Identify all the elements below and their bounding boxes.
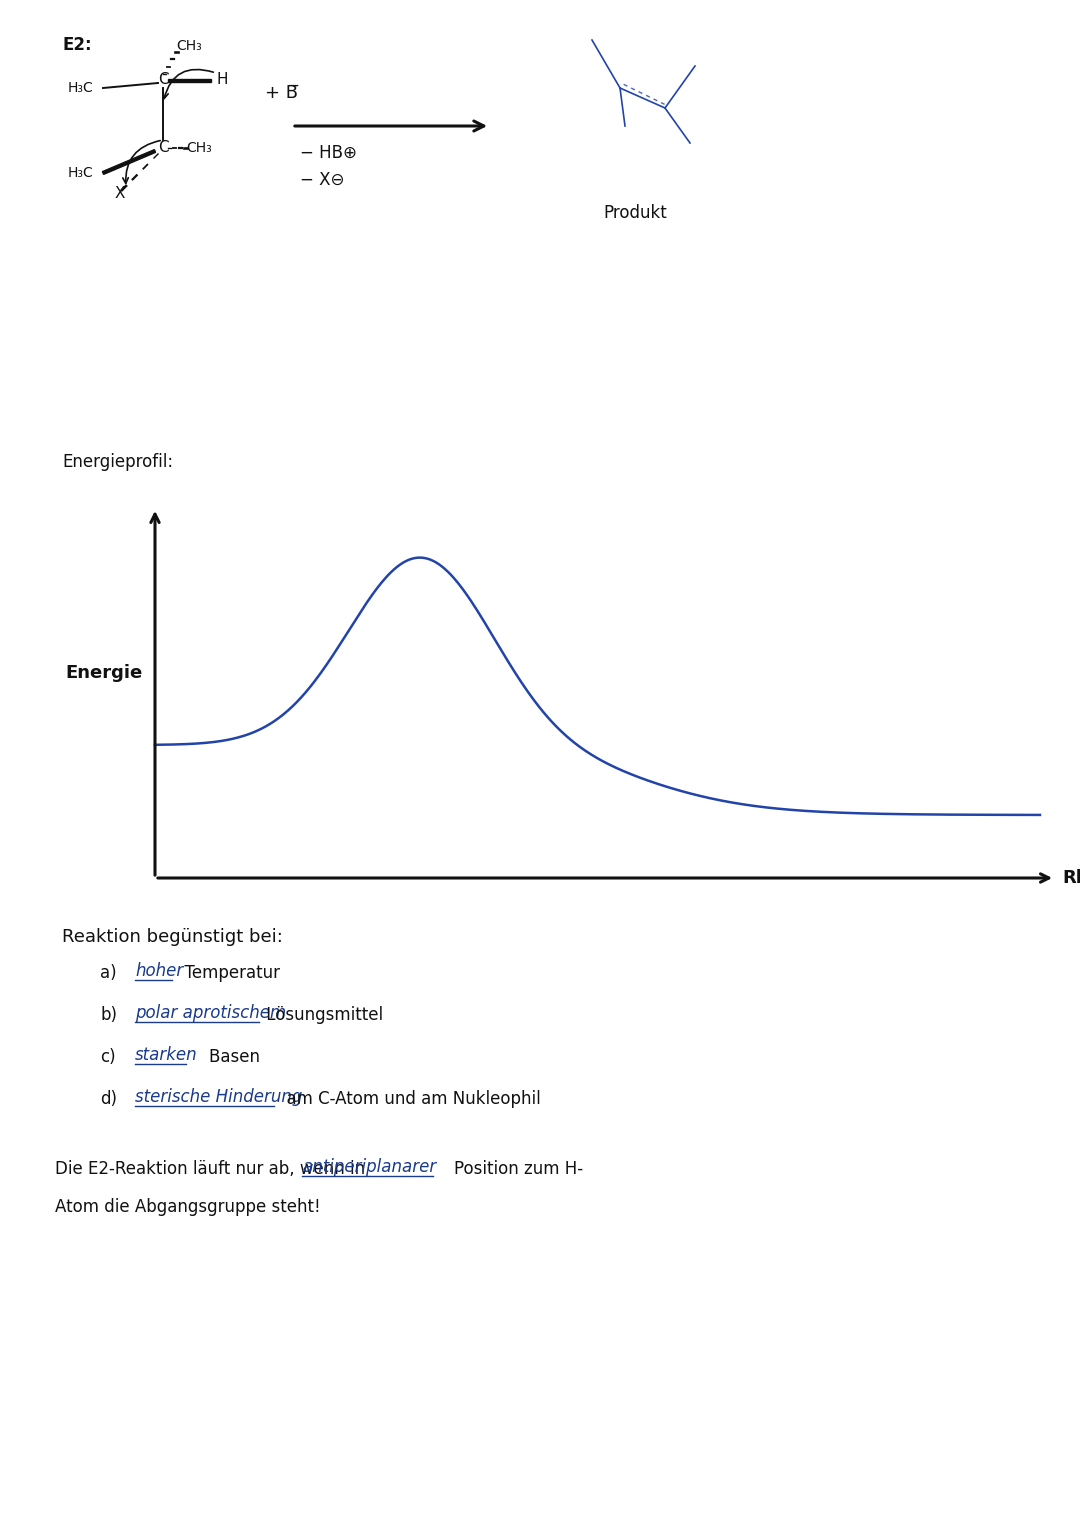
Text: hoher: hoher — [135, 963, 184, 979]
Text: − HB⊕: − HB⊕ — [300, 144, 356, 162]
Text: Die E2-Reaktion läuft nur ab, wenn in: Die E2-Reaktion läuft nur ab, wenn in — [55, 1160, 370, 1178]
Text: antiperiplanarer: antiperiplanarer — [302, 1158, 436, 1177]
Text: d): d) — [100, 1089, 117, 1108]
FancyArrow shape — [168, 78, 211, 81]
Text: am C-Atom und am Nukleophil: am C-Atom und am Nukleophil — [275, 1089, 540, 1108]
Text: + B̅: + B̅ — [265, 84, 298, 102]
Text: C: C — [158, 72, 168, 87]
Text: C: C — [158, 141, 168, 156]
Text: − X⊖: − X⊖ — [300, 171, 345, 189]
Text: Position zum H-: Position zum H- — [433, 1160, 583, 1178]
Text: Produkt: Produkt — [603, 205, 666, 222]
Text: Atom die Abgangsgruppe steht!: Atom die Abgangsgruppe steht! — [55, 1198, 321, 1216]
Text: polar aprotischem: polar aprotischem — [135, 1004, 286, 1022]
Text: Temperatur: Temperatur — [174, 964, 280, 983]
Text: Energie: Energie — [66, 665, 143, 681]
Text: H₃C: H₃C — [68, 167, 94, 180]
Text: c): c) — [100, 1048, 116, 1067]
Text: a): a) — [100, 964, 117, 983]
Text: H: H — [216, 72, 228, 87]
Text: CH₃: CH₃ — [186, 141, 212, 154]
Text: b): b) — [100, 1005, 117, 1024]
Text: H₃C: H₃C — [68, 81, 94, 95]
Text: Rkt.: Rkt. — [1062, 869, 1080, 886]
Text: Lösungsmittel: Lösungsmittel — [261, 1005, 383, 1024]
Text: Energieprofil:: Energieprofil: — [62, 452, 173, 471]
Text: starken: starken — [135, 1047, 198, 1063]
FancyArrow shape — [103, 150, 156, 174]
Text: sterische Hinderung: sterische Hinderung — [135, 1088, 302, 1106]
Text: Basen: Basen — [188, 1048, 260, 1067]
Text: E2:: E2: — [62, 37, 92, 53]
Text: CH₃: CH₃ — [176, 40, 202, 53]
Text: X: X — [114, 185, 125, 200]
Text: Reaktion begünstigt bei:: Reaktion begünstigt bei: — [62, 927, 283, 946]
